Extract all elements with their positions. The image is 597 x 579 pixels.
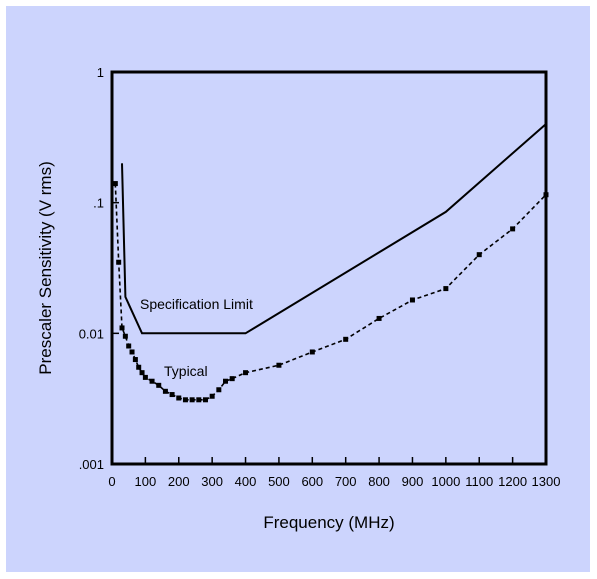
y-axis-label: Prescaler Sensitivity (V rms) [36, 161, 55, 374]
x-tick-label: 1100 [465, 474, 493, 489]
data-point-typical [129, 349, 135, 355]
y-tick-label: 1 [97, 65, 104, 80]
x-tick-label: 1300 [532, 474, 561, 489]
series-layer [112, 123, 549, 403]
plot-area-frame [110, 70, 548, 466]
data-point-typical [189, 397, 195, 403]
data-point-typical [243, 370, 249, 376]
x-axis-label: Frequency (MHz) [263, 513, 394, 532]
data-point-typical [476, 252, 482, 258]
data-point-typical [156, 382, 162, 388]
data-point-typical [309, 349, 315, 355]
data-point-typical [276, 362, 282, 368]
data-point-typical [202, 397, 208, 403]
data-point-typical [126, 343, 132, 349]
data-point-typical [136, 364, 142, 370]
data-point-typical [132, 357, 138, 363]
x-tick-label: 800 [368, 474, 390, 489]
chart: 0 100 200 300 400 500 600 700 800 900 1000 1100 1200… [6, 6, 590, 572]
x-tick-label: 500 [268, 474, 290, 489]
data-point-typical [162, 388, 168, 394]
x-tick-label: 200 [168, 474, 190, 489]
x-tick-label: 600 [301, 474, 323, 489]
data-point-typical [196, 397, 202, 403]
x-tick-label: 100 [135, 474, 157, 489]
data-point-typical [139, 370, 145, 376]
chart-background [6, 6, 590, 572]
data-point-typical [223, 378, 229, 384]
series-line-specification-limit [121, 123, 547, 335]
x-tick-label: 900 [402, 474, 424, 489]
data-point-typical [142, 374, 148, 380]
x-tick-label: 0 [108, 474, 115, 489]
x-tick-label: 1000 [431, 474, 460, 489]
data-point-typical [229, 376, 235, 382]
y-tick-label: .001 [79, 457, 104, 472]
series-labels-layer: Specification Limit Typical [140, 296, 253, 379]
data-point-typical [343, 336, 349, 342]
data-point-typical [116, 259, 122, 265]
x-tick-label: 300 [201, 474, 223, 489]
data-point-typical [176, 395, 182, 401]
data-point-typical [112, 181, 118, 187]
x-tick-label: 1200 [498, 474, 527, 489]
x-tick-label: 400 [235, 474, 257, 489]
data-point-typical [149, 378, 155, 384]
data-point-typical [119, 325, 125, 331]
ticks-layer: 0 100 200 300 400 500 600 700 800 900 1000 1100 1200… [79, 65, 561, 489]
data-point-typical [409, 297, 415, 303]
x-tick-label: 700 [335, 474, 357, 489]
series-label-typical: Typical [164, 363, 208, 379]
data-point-typical [376, 315, 382, 321]
data-point-typical [510, 226, 516, 232]
y-tick-label: 0.01 [79, 326, 104, 341]
data-point-typical [209, 393, 215, 399]
data-point-typical [216, 387, 222, 393]
y-tick-label: .1 [93, 196, 104, 211]
data-point-typical [443, 286, 449, 292]
data-point-typical [182, 397, 188, 403]
chart-panel: 0 100 200 300 400 500 600 700 800 900 1000 1100 1200… [6, 6, 590, 572]
data-point-typical [169, 392, 175, 398]
series-label-specification-limit: Specification Limit [140, 296, 253, 312]
data-point-typical [122, 333, 128, 339]
